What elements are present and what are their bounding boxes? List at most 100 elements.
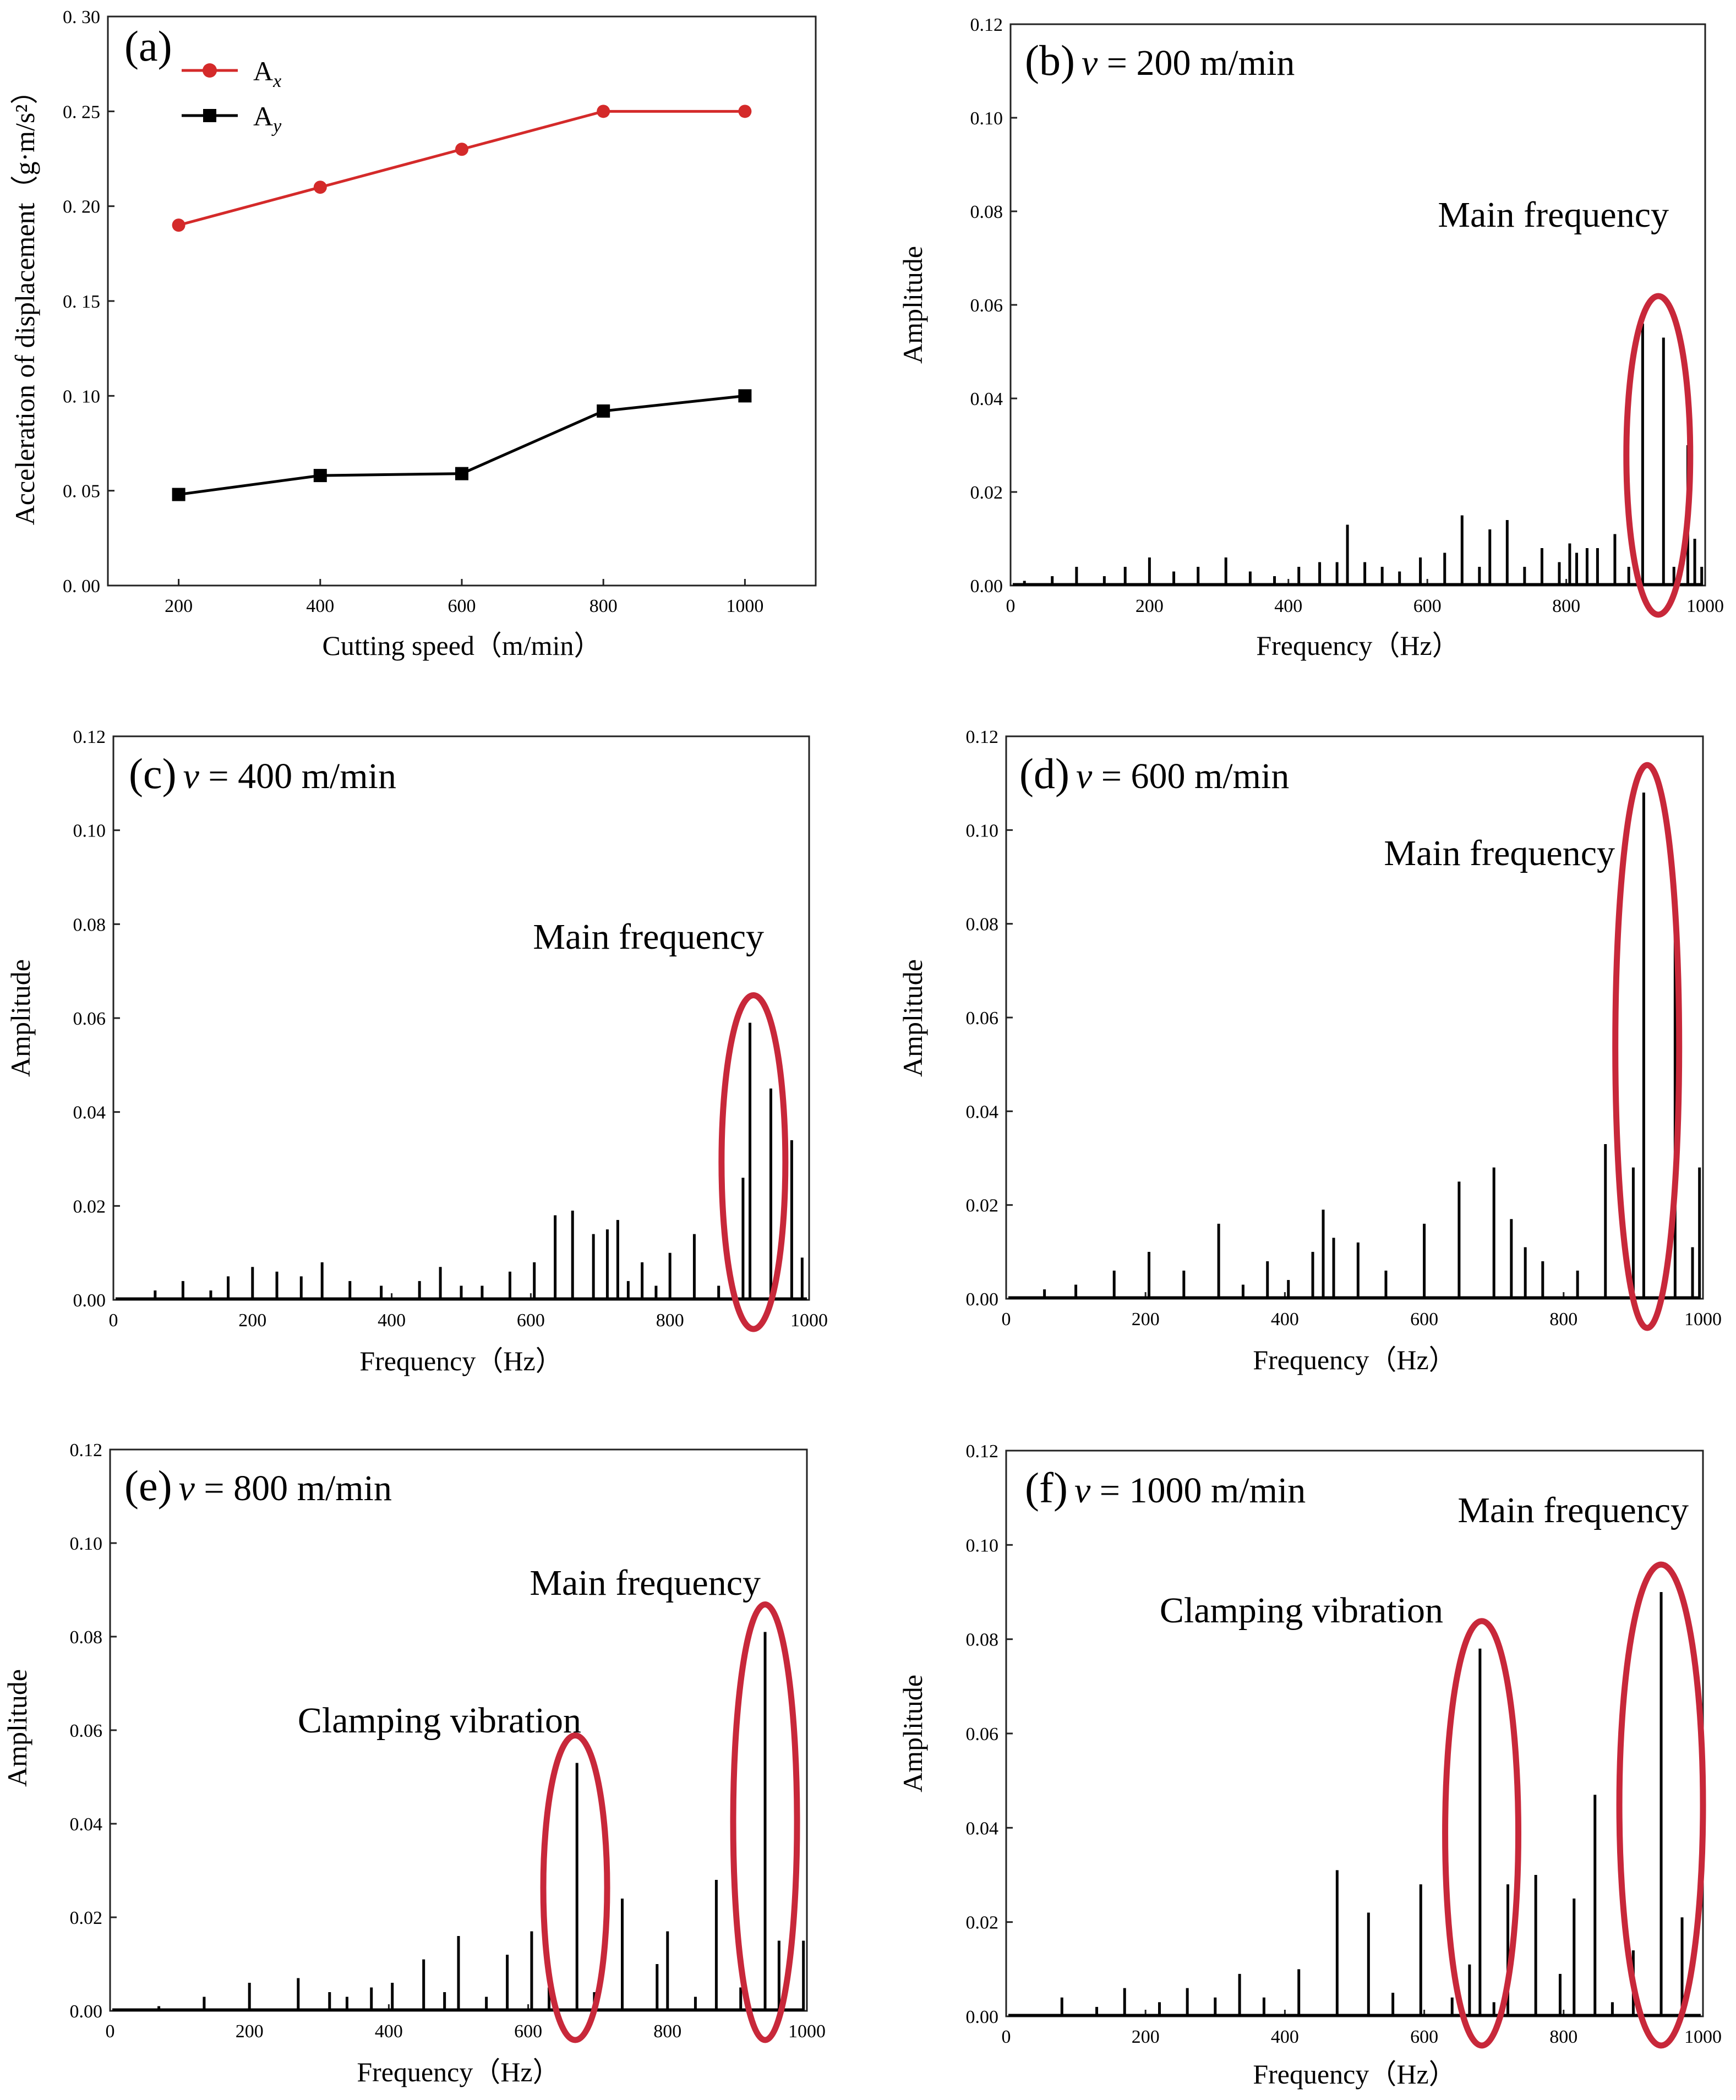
panel-b-spikes (1013, 324, 1704, 586)
y-tick-label: 0.10 (70, 1534, 103, 1554)
x-tick-label: 800 (1549, 1309, 1577, 1330)
data-point-ax (172, 218, 185, 232)
highlight-ellipse (730, 1601, 800, 2043)
y-tick-label: 0.12 (966, 1441, 999, 1462)
legend-marker-ax (203, 63, 217, 78)
x-tick-label: 800 (653, 2021, 681, 2042)
y-tick-label: 0.12 (970, 15, 1003, 35)
panel-c-axis-ticks: 0.00 0.02 0.04 0.06 0.08 0.10 0.12 0 200 400 600 80… (73, 727, 828, 1331)
x-tick-label: 0 (1002, 2027, 1011, 2047)
x-tick-label: 800 (1552, 596, 1580, 616)
y-tick-label: 0.00 (966, 1289, 999, 1310)
y-tick-label: 0.08 (966, 915, 999, 935)
x-tick-label: 400 (1271, 2027, 1299, 2047)
y-tick-label: 0.06 (966, 1724, 999, 1744)
y-tick-label: 0.08 (970, 202, 1003, 222)
y-tick-label: 0.08 (966, 1630, 999, 1650)
panel-c-highlights (718, 992, 789, 1332)
panel-c-spikes (116, 1022, 807, 1300)
y-tick-label: 0.04 (966, 1818, 999, 1839)
y-tick-label: 0.06 (970, 296, 1003, 316)
panel-c-spectrum: 0.00 0.02 0.04 0.06 0.08 0.10 0.12 0 200 400 600 80… (5, 727, 828, 1376)
panel-f-spectrum: 0.00 0.02 0.04 0.06 0.08 0.10 0.12 0 200 400 600 80… (897, 1441, 1722, 2090)
y-tick-label: 0.00 (70, 2001, 103, 2022)
data-point-ay (172, 488, 185, 501)
panel-b-xlabel: Frequency（Hz） (1256, 630, 1459, 661)
x-tick-label: 600 (514, 2021, 542, 2042)
panel-d-title: (d) v = 600 m/min (1019, 750, 1289, 797)
panel-a-legend: Ax Ay (182, 56, 282, 136)
panel-c-xlabel: Frequency（Hz） (359, 1346, 563, 1376)
legend-label-ax: Ax (253, 56, 281, 91)
y-tick-label: 0.02 (73, 1196, 106, 1217)
y-tick-label: 0.10 (966, 821, 999, 841)
x-tick-label: 1000 (790, 1310, 828, 1331)
y-tick-label: 0.00 (966, 2007, 999, 2027)
x-tick-label: 600 (448, 596, 476, 616)
panel-a-label: (a) (124, 22, 172, 70)
x-tick-label: 400 (375, 2021, 403, 2042)
panel-a-series-layer (172, 105, 752, 501)
panel-e-annotation-clamping: Clamping vibration (298, 1700, 581, 1741)
x-tick-label: 0 (1002, 1309, 1011, 1330)
panel-e-title: (e) v = 800 m/min (124, 1462, 392, 1510)
highlight-ellipse (540, 1732, 610, 2043)
panel-b-plot-frame (1009, 23, 1706, 587)
panel-b-title: (b) v = 200 m/min (1025, 36, 1295, 84)
panel-e-spikes (112, 1632, 805, 2011)
legend-label-ay: Ay (253, 101, 282, 136)
x-tick-label: 200 (238, 1310, 266, 1331)
data-point-ax (455, 143, 468, 156)
panel-e-ylabel: Amplitude (2, 1669, 32, 1787)
panel-b-highlights (1623, 293, 1694, 618)
y-tick-label: 0.00 (73, 1290, 106, 1311)
y-tick-label: 0.06 (966, 1008, 999, 1029)
panel-a-ylabel: Acceleration of displacement（g·m/s²） (9, 77, 40, 526)
highlight-ellipse (1623, 293, 1694, 618)
panel-d-xlabel: Frequency（Hz） (1253, 1344, 1456, 1375)
x-tick-label: 200 (1132, 2027, 1160, 2047)
panel-f-xlabel: Frequency（Hz） (1253, 2059, 1456, 2090)
data-point-ay (313, 469, 327, 483)
y-tick-label: 0. 15 (63, 292, 100, 312)
y-tick-label: 0.04 (73, 1103, 106, 1123)
x-tick-label: 1000 (788, 2021, 826, 2042)
x-tick-label: 1000 (726, 596, 763, 616)
y-tick-label: 0. 10 (63, 386, 100, 407)
x-tick-label: 200 (165, 596, 193, 616)
panel-c-ylabel: Amplitude (5, 959, 36, 1077)
y-tick-label: 0.02 (970, 483, 1003, 503)
x-tick-label: 600 (1410, 1309, 1438, 1330)
panel-f-plot-frame (1005, 1450, 1704, 2017)
y-tick-label: 0.10 (966, 1535, 999, 1556)
data-point-ay (597, 404, 610, 418)
x-tick-label: 400 (1271, 1309, 1299, 1330)
y-tick-label: 0. 30 (63, 7, 100, 28)
panel-e-xlabel: Frequency（Hz） (357, 2057, 560, 2087)
data-point-ax (738, 105, 752, 118)
x-tick-label: 600 (517, 1310, 545, 1331)
data-point-ax (313, 181, 327, 194)
y-tick-label: 0.02 (966, 1913, 999, 1933)
x-tick-label: 600 (1413, 596, 1442, 616)
panel-c-annotation-main: Main frequency (533, 917, 764, 957)
x-tick-label: 1000 (1684, 1309, 1722, 1330)
panel-e-annotation-main: Main frequency (529, 1563, 761, 1603)
y-tick-label: 0.10 (970, 108, 1003, 129)
y-tick-label: 0.12 (73, 727, 106, 747)
panel-d-plot-frame (1005, 735, 1704, 1300)
x-tick-label: 800 (589, 596, 618, 616)
x-tick-label: 600 (1410, 2027, 1438, 2047)
panel-a-axis-ticks: 0. 00 0. 05 0. 10 0. 15 0. 20 0. 25 0. 30 200 40… (63, 7, 763, 616)
x-tick-label: 400 (306, 596, 334, 616)
panel-d-ylabel: Amplitude (897, 959, 928, 1077)
y-tick-label: 0.10 (73, 821, 106, 841)
highlight-ellipse (1612, 762, 1683, 1331)
panel-d-spikes (1008, 792, 1701, 1299)
x-tick-label: 0 (1006, 596, 1016, 616)
data-point-ay (455, 467, 468, 480)
x-tick-label: 200 (236, 2021, 264, 2042)
x-tick-label: 200 (1136, 596, 1164, 616)
panel-f-ylabel: Amplitude (897, 1675, 928, 1792)
